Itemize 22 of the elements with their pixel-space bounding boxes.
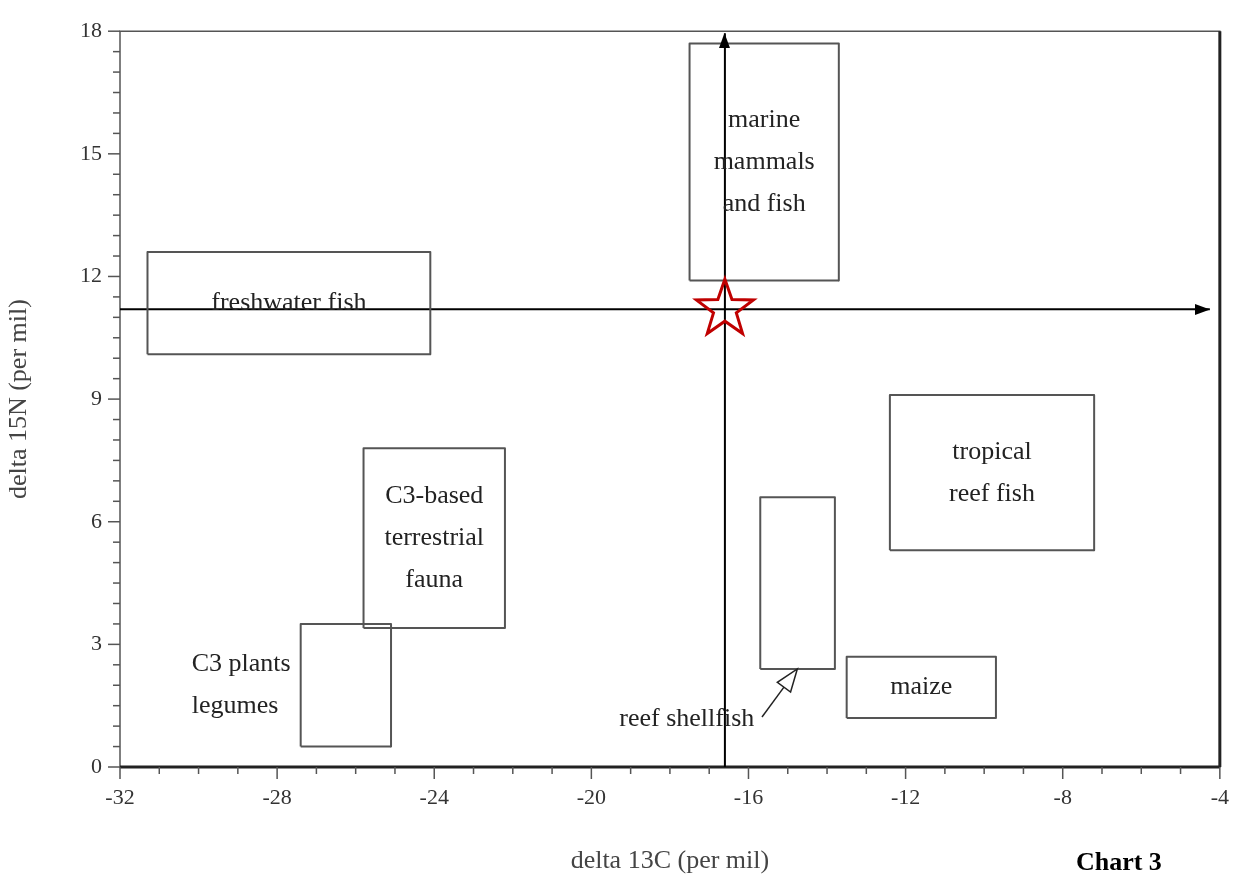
x-tick-label: -32 <box>105 783 135 809</box>
x-tick-label: -20 <box>576 783 607 809</box>
x-axis-title: delta 13C (per mil) <box>570 845 770 875</box>
y-tick-label: 18 <box>80 16 102 42</box>
x-tick-label: -8 <box>1053 783 1072 809</box>
series-label: C3 plants legumes <box>191 648 291 720</box>
y-tick-label: 3 <box>91 630 102 656</box>
x-tick-label: -28 <box>262 783 292 809</box>
x-tick-label: -24 <box>419 783 449 809</box>
y-tick-label: 0 <box>91 752 102 778</box>
series-label: maize <box>890 671 953 701</box>
series-label: tropical reef fish <box>949 435 1035 507</box>
y-axis-title: delta 15N (per mil) <box>3 299 33 500</box>
x-tick-label: -12 <box>890 783 921 809</box>
y-tick-label: 6 <box>91 507 102 533</box>
x-tick-label: -4 <box>1210 783 1229 809</box>
y-tick-label: 15 <box>80 139 102 165</box>
series-label: C3-based terrestrial fauna <box>384 479 485 593</box>
y-tick-label: 12 <box>80 262 102 288</box>
y-tick-label: 9 <box>91 384 102 410</box>
x-tick-label: -16 <box>733 783 764 809</box>
caption: Chart 3 <box>1075 846 1162 876</box>
